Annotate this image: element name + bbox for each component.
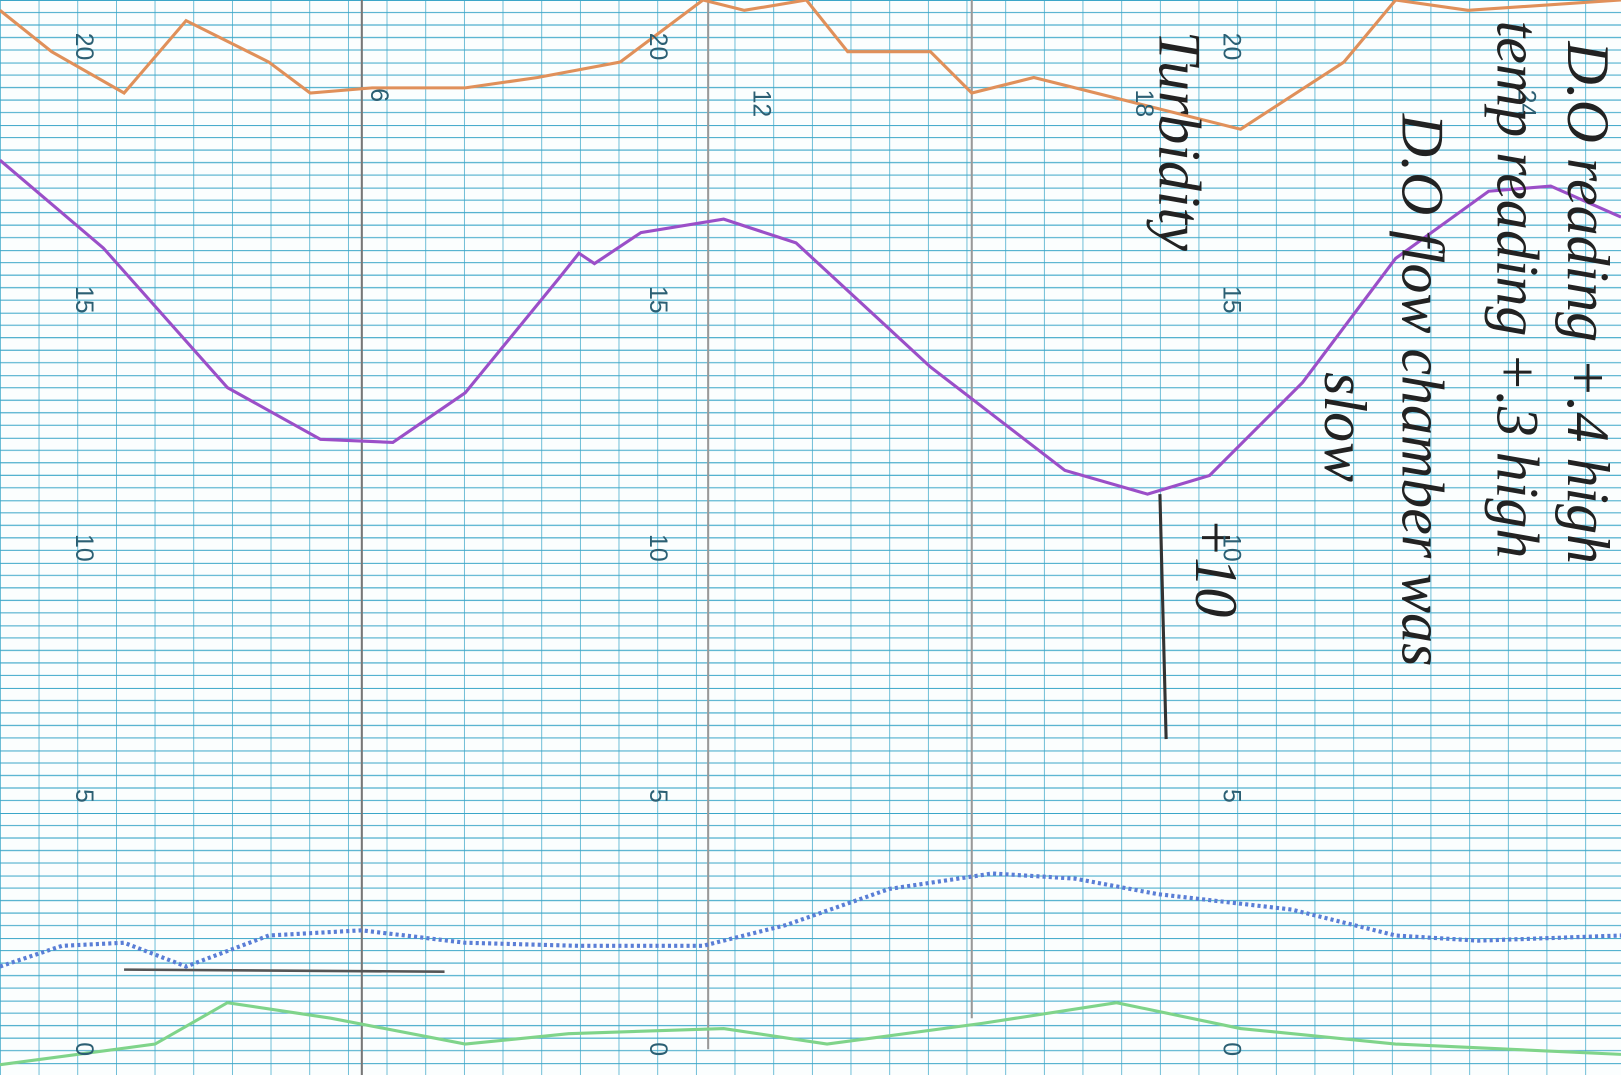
note: D.O flow chamber was	[1390, 113, 1456, 667]
marker-line	[1158, 494, 1168, 740]
hour-label: 24	[1512, 90, 1539, 118]
green-trace	[0, 1001, 1621, 1067]
scale-label: 0	[70, 1042, 97, 1056]
scale-label: 20	[1218, 33, 1245, 61]
hour-label: 12	[747, 90, 774, 118]
scale-label: 5	[1218, 789, 1245, 803]
temperature-trace	[0, 0, 1621, 131]
note: +10	[1183, 517, 1249, 617]
scale-label: 10	[70, 534, 97, 562]
note: Turbidity	[1147, 31, 1213, 251]
hour-label: 18	[1130, 90, 1157, 118]
scale-label: 15	[644, 286, 671, 314]
scale-label: 20	[644, 33, 671, 61]
scale-label: 20	[70, 33, 97, 61]
note: slow	[1312, 372, 1378, 482]
note: D.O reading +.4 high	[1555, 40, 1621, 564]
note: temp reading +.3 high	[1485, 21, 1551, 559]
scale-label: 15	[70, 286, 97, 314]
scale-label: 5	[70, 789, 97, 803]
blue-trace	[0, 871, 1621, 969]
purple-trace	[0, 159, 1621, 496]
hour-label: 6	[365, 88, 392, 102]
scale-label: 15	[1218, 286, 1245, 314]
scale-label: 10	[644, 534, 671, 562]
scale-label: 0	[644, 1042, 671, 1056]
scale-label: 10	[1218, 534, 1245, 562]
scale-label: 5	[644, 789, 671, 803]
scale-label: 0	[1218, 1042, 1245, 1056]
marker-line	[124, 968, 445, 973]
